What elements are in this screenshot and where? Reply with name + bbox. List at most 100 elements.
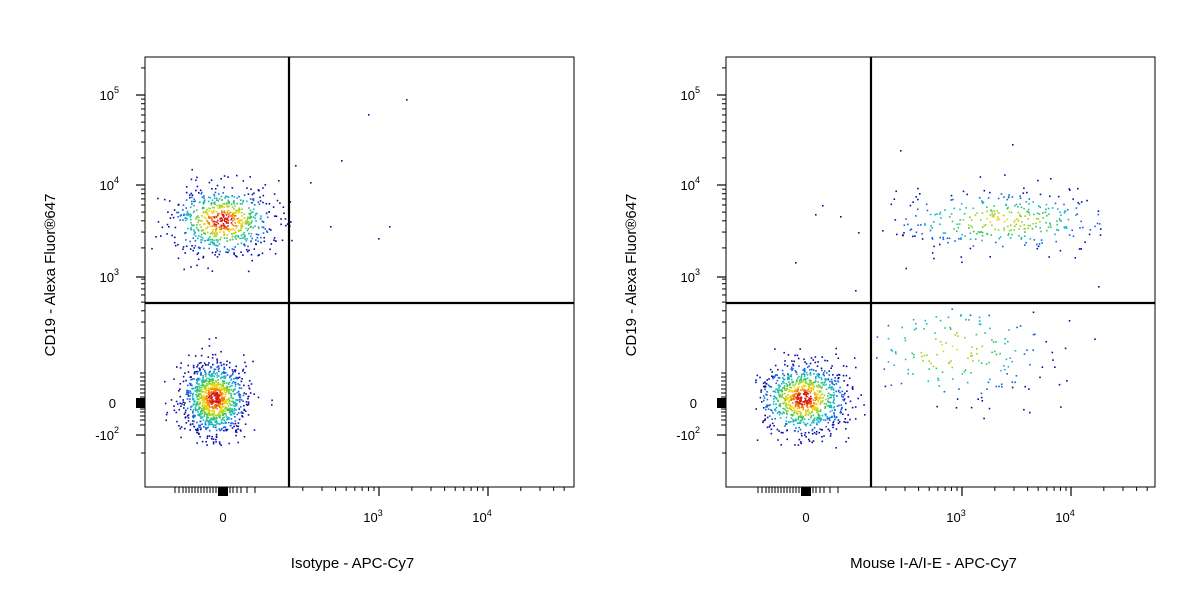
event-dot (230, 394, 233, 397)
event-dot (818, 416, 820, 418)
event-dot (211, 230, 214, 233)
event-dot (233, 412, 236, 414)
event-dot (242, 201, 244, 203)
event-dot (257, 189, 260, 191)
event-dot (220, 217, 222, 219)
event-dot (233, 381, 236, 384)
event-dot (818, 384, 820, 386)
event-dot (1006, 373, 1008, 375)
event-dot (191, 224, 193, 226)
event-dot (222, 409, 224, 411)
event-dot (1042, 217, 1044, 219)
event-dot (847, 437, 850, 439)
event-dot (228, 416, 230, 419)
event-dot (969, 238, 972, 241)
event-dot (810, 390, 812, 392)
event-dot (209, 406, 211, 409)
event-dot (197, 229, 200, 232)
event-dot (212, 206, 214, 209)
event-dot (226, 248, 229, 250)
event-dot (173, 409, 176, 412)
event-dot (197, 221, 199, 224)
event-dot (212, 438, 215, 440)
event-dot (246, 404, 249, 406)
event-dot (998, 385, 1000, 388)
event-dot (794, 419, 796, 422)
event-dot (820, 417, 823, 420)
event-dot (251, 259, 253, 262)
event-dot (208, 435, 211, 437)
event-dot (1049, 224, 1052, 226)
event-dot (814, 356, 817, 358)
event-dot (984, 332, 986, 334)
event-dot (233, 211, 236, 214)
event-dot (796, 379, 798, 381)
event-dot (238, 384, 241, 386)
event-dot (901, 326, 903, 329)
event-dot (188, 391, 190, 394)
event-dot (233, 218, 236, 221)
event-dot (193, 400, 196, 402)
event-dot (773, 376, 776, 378)
event-dot (255, 243, 257, 246)
event-dot (789, 399, 791, 401)
event-dot (985, 363, 988, 365)
event-dot (1013, 221, 1015, 223)
event-dot (186, 218, 188, 220)
event-dot (1008, 194, 1010, 196)
event-dot (212, 419, 215, 421)
event-dot (821, 386, 823, 389)
event-dot (775, 374, 777, 376)
event-dot (177, 257, 180, 260)
event-dot (231, 382, 234, 385)
event-dot (196, 373, 199, 375)
event-dot (909, 204, 912, 207)
event-dot (200, 415, 202, 418)
event-dot (220, 373, 223, 376)
event-dot (192, 423, 194, 425)
event-dot (925, 203, 928, 206)
event-dot (215, 419, 218, 422)
event-dot (173, 378, 175, 380)
event-dot (225, 214, 228, 216)
event-dot (917, 208, 919, 211)
event-dot (802, 379, 804, 382)
event-dot (212, 424, 214, 426)
event-dot (244, 371, 246, 374)
event-dot (218, 400, 221, 402)
event-dot (193, 224, 195, 226)
event-dot (220, 422, 223, 425)
event-dot (219, 228, 221, 230)
event-dot (815, 409, 818, 411)
event-dot (198, 247, 201, 250)
event-dot (268, 203, 271, 205)
event-dot (216, 233, 218, 236)
event-dot (203, 413, 206, 416)
event-dot (830, 406, 833, 409)
event-dot (190, 228, 192, 230)
event-dot (1014, 381, 1016, 384)
event-dot (214, 389, 217, 391)
event-dot (204, 391, 207, 394)
event-dot (226, 374, 229, 376)
event-dot (233, 248, 235, 251)
event-dot (799, 400, 802, 403)
event-dot (236, 218, 239, 220)
event-dot (207, 399, 209, 402)
event-dot (1000, 193, 1003, 195)
event-dot (842, 413, 844, 415)
event-dot (234, 401, 237, 404)
event-dot (215, 392, 217, 394)
event-dot (842, 374, 845, 377)
event-dot (198, 362, 201, 364)
event-dot (786, 398, 788, 401)
event-dot (1003, 196, 1005, 198)
event-dot (781, 394, 783, 396)
event-dot (980, 362, 983, 364)
event-dot (813, 402, 815, 404)
event-dot (170, 399, 173, 401)
event-dot (815, 394, 818, 396)
event-dot (194, 406, 197, 409)
event-dot (238, 207, 241, 209)
event-dot (796, 380, 798, 383)
